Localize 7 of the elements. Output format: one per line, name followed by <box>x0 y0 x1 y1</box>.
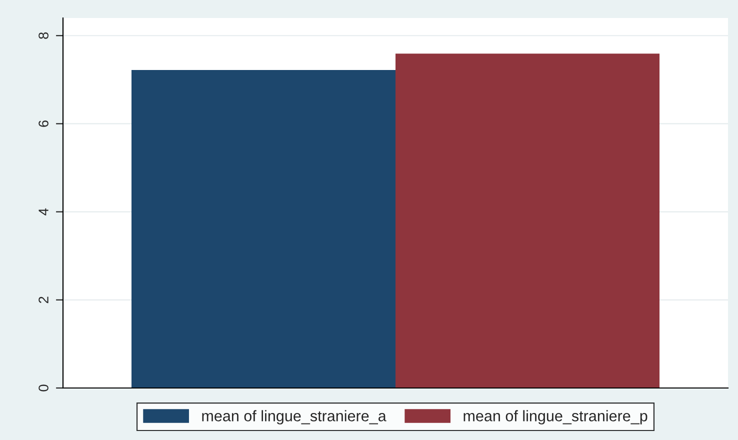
y-tick-label: 0 <box>38 384 48 392</box>
y-tick-label: 8 <box>38 32 48 39</box>
legend-label: mean of lingue_straniere_a <box>202 410 386 424</box>
legend-label: mean of lingue_straniere_p <box>464 410 648 424</box>
y-tick-label: 4 <box>38 208 48 216</box>
y-tick-label: 6 <box>38 120 48 127</box>
y-tick-label: 2 <box>38 296 48 304</box>
